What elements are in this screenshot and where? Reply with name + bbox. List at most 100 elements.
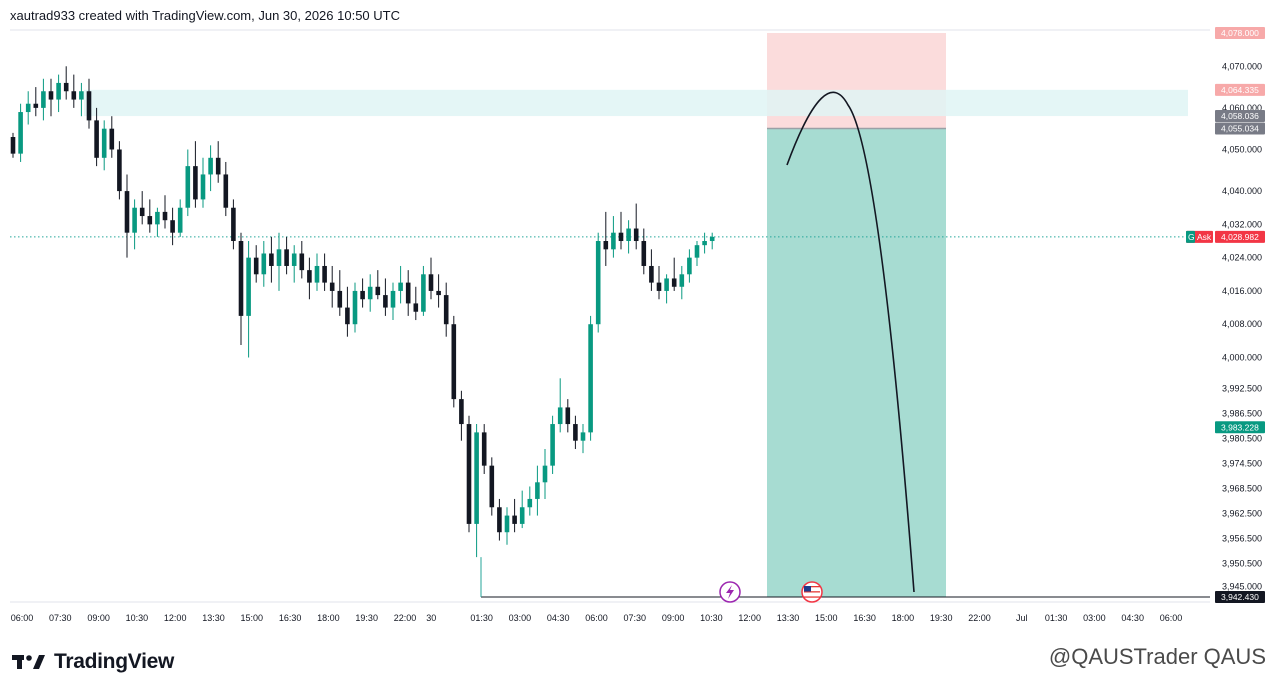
x-tick-label: 10:30 [126,613,149,623]
candle-body [94,120,99,158]
price-badge-text: 4,058.036 [1221,111,1259,121]
candle-body [398,282,403,291]
price-badge [1215,230,1265,243]
candle-body [474,432,479,524]
candle-body [421,274,426,312]
candle-body [109,128,115,150]
candle-body [679,274,685,287]
y-tick-label: 4,050.000 [1222,144,1262,154]
candle-body [542,465,548,483]
candle-body [565,407,571,425]
x-tick-label: 16:30 [853,613,876,623]
candle-body [170,220,175,233]
candle-body [443,295,449,325]
candle-body [33,103,39,108]
candle-body [557,407,563,425]
candle-body [611,232,616,250]
y-tick-label: 3,968.500 [1222,484,1262,494]
y-tick-label: 3,962.500 [1222,509,1262,519]
x-tick-label: 04:30 [1121,613,1144,623]
candle-body [656,282,662,291]
x-tick-label: 03:00 [509,613,532,623]
candle-body [314,265,320,283]
candle-body [352,290,358,325]
candle-body [345,307,350,325]
x-tick-label: 06:00 [585,613,608,623]
candle-body [291,253,297,266]
candle-body [504,515,510,533]
candle-body [519,507,525,524]
candle-body [527,498,533,508]
x-tick-label: 19:30 [930,613,953,623]
candle-body [626,228,631,242]
x-tick-label: 15:00 [815,613,838,623]
candle-body [573,424,578,441]
y-tick-label: 3,956.500 [1222,533,1262,543]
candle-body [253,257,259,275]
candle-body [284,249,289,266]
candle-body [223,174,229,208]
candle-body [86,91,92,121]
candle-body [299,253,305,271]
candle-body [215,157,221,175]
x-tick-label: 01:30 [470,613,493,623]
candle-body [185,166,191,208]
candle-body [512,515,517,524]
price-badge-text: 4,055.034 [1221,124,1259,134]
candle-body [231,207,236,242]
candle-body [481,432,487,466]
us-flag-stripe [804,593,820,596]
tradingview-logo: TradingView [12,650,174,674]
price-badge-text: 3,942.430 [1221,592,1259,602]
x-tick-label: 13:30 [202,613,225,623]
candle-body [124,191,130,233]
candle-body [18,112,23,154]
watermark: @QAUSTrader QAUS [1048,644,1266,669]
candle-body [238,241,244,316]
y-tick-label: 3,950.500 [1222,558,1262,568]
candle-body [162,211,168,221]
candle-body [200,174,206,200]
price-badge-text: 4,064.335 [1221,85,1259,95]
take-profit-zone [767,128,946,597]
candle-body [550,424,555,466]
candle-body [63,82,69,92]
y-tick-label: 4,040.000 [1222,186,1262,196]
x-tick-label: 18:00 [317,613,340,623]
candle-body [580,432,586,441]
x-tick-label: 12:00 [164,613,187,623]
candle-body [147,216,153,225]
y-tick-label: 4,024.000 [1222,253,1262,263]
candle-body [375,286,381,296]
candle-body [687,257,692,275]
x-tick-label: 22:00 [394,613,417,623]
x-tick-label: 07:30 [49,613,72,623]
y-tick-label: 3,992.500 [1222,384,1262,394]
candle-body [603,241,609,250]
candle-body [671,278,677,287]
projection-curve [786,91,915,593]
candle-body [48,91,54,100]
y-tick-label: 3,974.500 [1222,459,1262,469]
x-tick-label: 01:30 [1045,613,1068,623]
x-tick-label: 09:00 [662,613,685,623]
y-tick-label: 3,980.500 [1222,434,1262,444]
candle-body [459,399,464,425]
x-tick-label: 22:00 [968,613,991,623]
candle-body [246,257,251,316]
candle-body [261,253,267,275]
candle-body [595,241,601,325]
candle-body [329,282,335,291]
candle-body [436,290,441,296]
price-badge [1215,591,1265,603]
candle-body [694,245,700,258]
candle-body [276,249,282,266]
candle-body [139,207,145,217]
x-tick-label: Jul [1016,613,1028,623]
candle-body [451,324,457,400]
candle-body [117,149,122,192]
candle-body [466,424,472,524]
candle-body [489,465,495,508]
ask-label-text: Ask [1197,232,1212,242]
